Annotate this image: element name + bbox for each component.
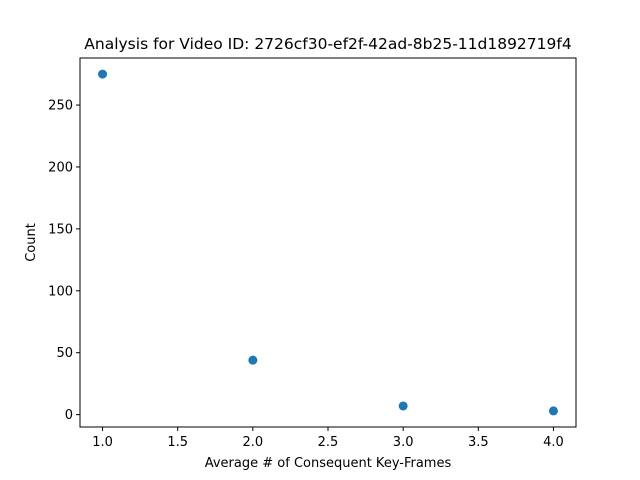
y-axis-label: Count (24, 223, 39, 262)
x-tick-label: 1.0 (92, 435, 113, 450)
y-tick-label: 200 (48, 160, 73, 175)
scatter-point (248, 355, 258, 365)
plot-frame (79, 57, 577, 428)
x-tick-label: 2.0 (243, 435, 264, 450)
y-tick-label: 250 (48, 99, 73, 114)
x-tick-label: 3.5 (468, 435, 489, 450)
x-tick-label: 3.0 (393, 435, 414, 450)
x-tick-label: 4.0 (543, 435, 564, 450)
chart-title: Analysis for Video ID: 2726cf30-ef2f-42a… (84, 35, 571, 53)
y-tick-label: 100 (48, 284, 73, 299)
x-axis-ticks: 1.0 1.5 2.0 2.5 3.0 3.5 4.0 (92, 427, 564, 450)
scatter-point (398, 401, 408, 411)
x-tick-label: 2.5 (318, 435, 339, 450)
x-tick-label: 1.5 (167, 435, 188, 450)
y-tick-label: 0 (65, 408, 73, 423)
scatter-point (548, 406, 558, 416)
y-axis-ticks: 0 50 100 150 200 250 (48, 99, 80, 423)
y-tick-label: 50 (56, 346, 73, 361)
scatter-point (98, 69, 108, 79)
x-axis-label: Average # of Consequent Key-Frames (205, 456, 452, 471)
data-points (98, 69, 558, 416)
y-tick-label: 150 (48, 222, 73, 237)
